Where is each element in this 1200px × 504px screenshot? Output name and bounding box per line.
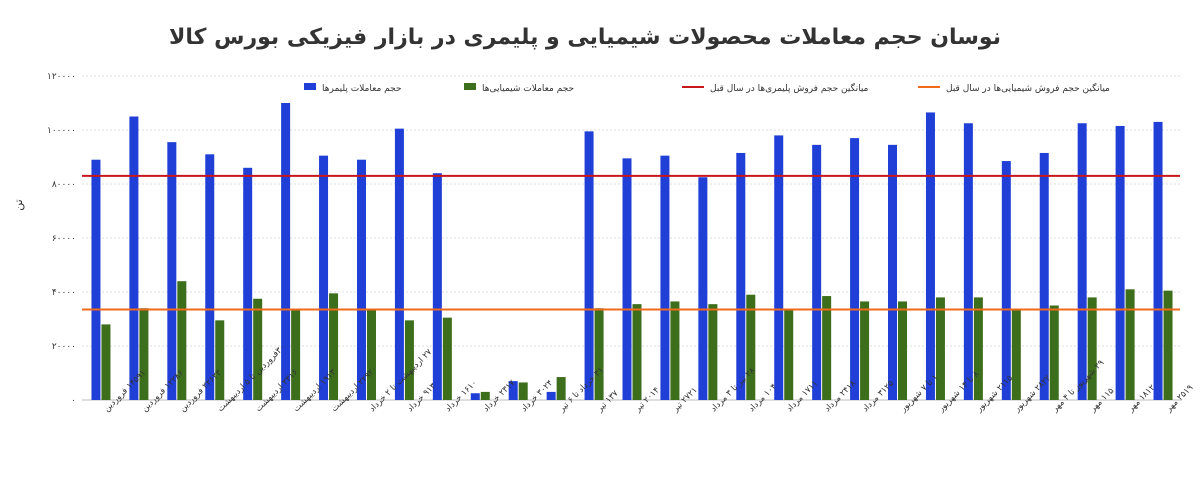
- bar-polymers: [584, 131, 594, 400]
- legend-label: میانگین حجم فروش پلیمری‌ها در سال قبل: [710, 82, 869, 94]
- bar-chemicals: [518, 382, 528, 400]
- bar-polymers: [1115, 125, 1125, 400]
- bar-chemicals: [594, 308, 604, 400]
- y-tick-label: ۱۲۰۰۰۰: [47, 72, 76, 82]
- y-tick-label: ۴۰۰۰۰: [52, 288, 76, 298]
- bar-chemicals: [177, 281, 187, 400]
- bar-polymers: [432, 173, 442, 400]
- y-tick-label: ۲۰۰۰۰: [52, 342, 76, 352]
- legend-label: حجم معاملات شیمیایی‌ها: [482, 84, 574, 94]
- y-axis-ticks: ۰ ۲۰۰۰۰ ۴۰۰۰۰ ۶۰۰۰۰ ۸۰۰۰۰ ۱۰۰۰۰۰ ۱۲۰۰۰۰: [47, 72, 76, 406]
- bar-chemicals: [898, 301, 908, 400]
- legend-swatch: [464, 83, 476, 90]
- bar-chemicals: [404, 320, 414, 400]
- chart-title: نوسان حجم معاملات محصولات شیمیایی و پلیم…: [169, 25, 1001, 50]
- y-tick-label: ۱۰۰۰۰۰: [47, 126, 76, 136]
- bar-polymers: [356, 159, 366, 400]
- bar-polymers: [1001, 161, 1011, 400]
- bar-chemicals: [973, 297, 983, 400]
- bar-chemicals: [329, 293, 339, 400]
- bar-chemicals: [784, 309, 794, 400]
- bar-polymers: [205, 154, 215, 400]
- bars: [91, 103, 1173, 401]
- bar-polymers: [1077, 123, 1087, 400]
- bar-polymers: [546, 391, 556, 400]
- bar-polymers: [963, 123, 973, 400]
- bar-chemicals: [1049, 305, 1059, 400]
- bar-chemicals: [935, 297, 945, 400]
- bar-chemicals: [1011, 309, 1021, 400]
- bar-polymers: [1153, 121, 1163, 401]
- bar-chemicals: [822, 296, 832, 400]
- bar-chemicals: [480, 391, 490, 400]
- bar-polymers: [129, 116, 139, 400]
- bar-polymers: [698, 177, 708, 400]
- bar-polymers: [812, 144, 822, 400]
- bar-chemicals: [253, 298, 263, 400]
- legend: حجم معاملات پلیمرها حجم معاملات شیمیایی‌ه…: [304, 82, 1110, 94]
- bar-polymers: [850, 138, 860, 400]
- bar-chemicals: [670, 301, 680, 400]
- y-axis-label: تن: [12, 199, 25, 210]
- bar-chemicals: [442, 317, 452, 400]
- bar-polymers: [888, 144, 898, 400]
- bar-chemicals: [860, 301, 870, 400]
- bar-chemicals: [139, 308, 149, 400]
- bar-chemicals: [1087, 297, 1097, 400]
- bar-polymers: [470, 393, 480, 400]
- y-tick-label: ۰: [71, 396, 76, 406]
- bar-polymers: [1039, 152, 1049, 400]
- bar-chemicals: [101, 324, 111, 400]
- bar-polymers: [319, 155, 329, 400]
- bar-polymers: [622, 158, 632, 400]
- bar-polymers: [243, 167, 253, 400]
- bar-chemicals: [746, 294, 756, 400]
- bar-chemicals: [1125, 289, 1135, 400]
- bar-chemicals: [1163, 290, 1173, 400]
- bar-polymers: [281, 103, 291, 400]
- legend-swatch: [304, 83, 316, 90]
- bar-chemicals: [632, 304, 642, 400]
- bar-polymers: [736, 152, 746, 400]
- reference-lines: [82, 174, 1180, 311]
- bar-polymers: [774, 135, 784, 400]
- legend-label: حجم معاملات پلیمرها: [322, 84, 402, 94]
- bar-chemicals: [708, 304, 718, 400]
- gridlines: [82, 75, 1182, 401]
- bar-polymers: [660, 155, 670, 400]
- y-tick-label: ۶۰۰۰۰: [52, 234, 76, 244]
- bar-polymers: [508, 381, 518, 400]
- bar-polymers: [91, 159, 101, 400]
- bar-polymers: [394, 128, 404, 400]
- y-tick-label: ۸۰۰۰۰: [52, 180, 76, 190]
- bar-chemicals: [291, 309, 301, 400]
- legend-label: میانگین حجم فروش شیمیایی‌ها در سال قبل: [946, 82, 1110, 94]
- bar-chemicals: [556, 377, 566, 400]
- bar-chemicals: [366, 309, 376, 400]
- bar-polymers: [925, 112, 935, 400]
- bar-polymers: [167, 142, 177, 400]
- bar-chemicals: [215, 320, 225, 400]
